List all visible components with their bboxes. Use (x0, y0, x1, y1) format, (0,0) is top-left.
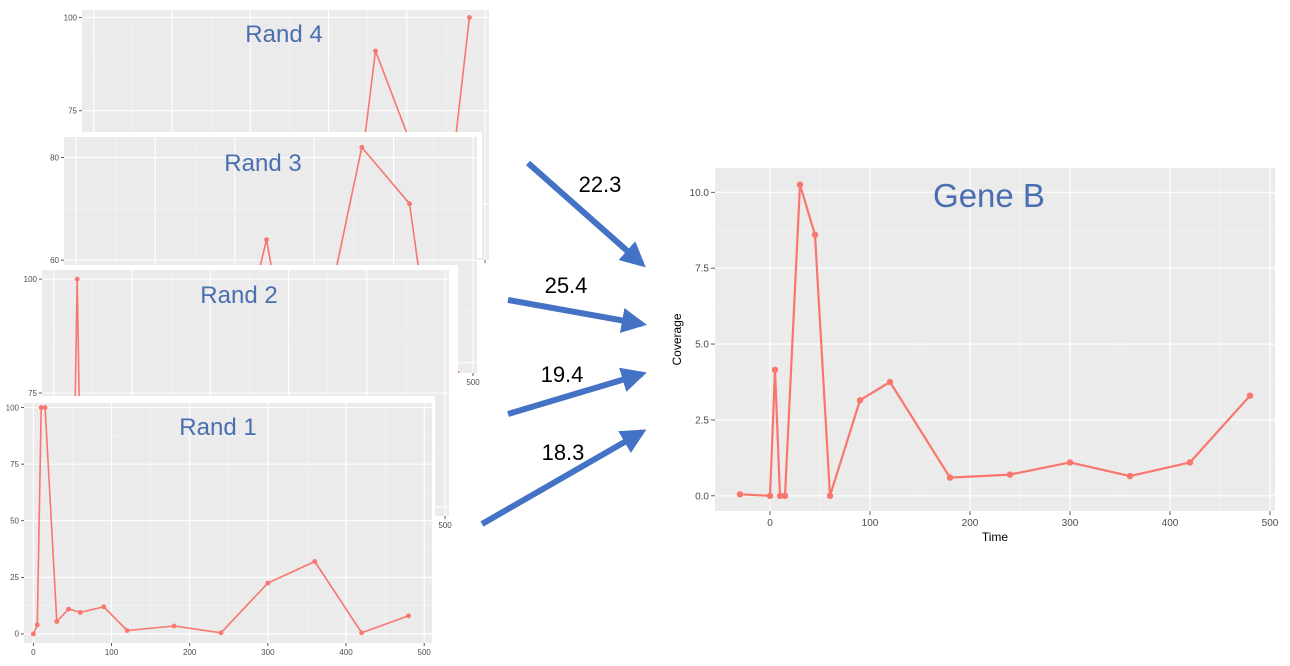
y-tick-label: 0.0 (695, 491, 709, 502)
data-point (771, 366, 779, 374)
data-point (171, 623, 177, 629)
data-point (30, 631, 36, 637)
y-tick-label: 60 (50, 256, 59, 265)
data-point (373, 48, 378, 54)
y-tick-label: 80 (50, 153, 59, 162)
data-point (886, 378, 894, 386)
x-axis-title: Time (982, 530, 1009, 544)
data-point (856, 397, 864, 404)
data-point (124, 628, 130, 633)
y-tick-label: 100 (6, 403, 20, 412)
arrow-4: 18.3 (480, 429, 647, 527)
data-point (265, 580, 271, 586)
arrow-label: 19.4 (541, 362, 584, 387)
data-point (77, 610, 83, 615)
arrow-2: 25.4 (507, 273, 647, 333)
y-tick-label: 5.0 (695, 340, 709, 351)
y-tick-label: 10.0 (690, 188, 710, 199)
x-tick-label: 500 (1262, 518, 1279, 529)
plot-panel (715, 168, 1275, 511)
arrow-shape (480, 429, 647, 527)
chart-title: Gene B (933, 177, 1045, 214)
data-point (101, 604, 107, 610)
data-point (74, 276, 80, 282)
chart-4: 0 25 50 75 100 0 100 200 300 400 500 Rand 1 (0, 396, 435, 664)
arrow-label: 22.3 (579, 172, 622, 197)
chart-5: 0.0 2.5 5.0 7.5 10.0 0 100 200 300 400 500 Time Cove… (665, 160, 1290, 560)
y-tick-label: 75 (28, 389, 37, 398)
data-point (1006, 471, 1014, 478)
plot-panel (24, 403, 432, 643)
series-line (739, 183, 1251, 497)
x-tick-label: 500 (466, 378, 480, 387)
data-point (312, 559, 318, 564)
data-point (1066, 459, 1074, 466)
y-tick-label: 100 (64, 13, 78, 22)
y-tick-label: 50 (10, 517, 19, 526)
data-point (776, 492, 784, 500)
data-point (1246, 392, 1254, 399)
y-tick-label: 75 (10, 460, 19, 469)
data-point (407, 201, 412, 207)
data-point (946, 474, 954, 481)
x-tick-label: 500 (438, 521, 452, 530)
arrow-shape (526, 160, 646, 268)
chart-title: Rand 1 (179, 414, 256, 441)
data-point (811, 231, 819, 238)
x-tick-label: 400 (339, 648, 353, 657)
data-point (406, 613, 411, 619)
x-tick-label: 100 (862, 518, 879, 529)
data-point (66, 606, 71, 612)
arrow-shape (507, 367, 647, 417)
x-tick-label: 100 (105, 648, 119, 657)
data-point (34, 622, 40, 628)
y-tick-label: 0 (15, 630, 20, 639)
data-point (42, 405, 48, 410)
arrow-label: 18.3 (542, 440, 585, 465)
x-tick-label: 200 (183, 648, 197, 657)
y-tick-label: 7.5 (695, 264, 709, 275)
data-point (38, 405, 44, 410)
chart-title: Rand 4 (245, 21, 322, 48)
gridlines (24, 403, 432, 643)
arrow-3: 19.4 (507, 362, 647, 417)
data-point (54, 619, 60, 624)
x-tick-label: 500 (418, 648, 432, 657)
y-tick-label: 75 (68, 107, 77, 116)
data-point (467, 15, 472, 20)
chart-title: Rand 2 (200, 282, 277, 309)
data-point (736, 491, 744, 498)
data-point (1126, 472, 1134, 480)
data-point (1186, 459, 1194, 466)
data-point (359, 630, 365, 636)
y-tick-label: 25 (10, 573, 19, 582)
data-point (359, 144, 365, 150)
x-tick-label: 0 (767, 518, 773, 529)
data-point (826, 492, 834, 500)
x-tick-label: 300 (1062, 518, 1079, 529)
x-tick-label: 300 (261, 648, 275, 657)
arrow-shape (507, 297, 647, 333)
gridlines (715, 168, 1275, 511)
x-tick-label: 0 (31, 648, 36, 657)
data-point (218, 630, 224, 636)
data-point (264, 237, 269, 243)
data-point (796, 181, 804, 188)
data-point (766, 492, 774, 500)
y-tick-label: 2.5 (695, 415, 709, 426)
arrow-label: 25.4 (545, 273, 588, 298)
y-axis-title: Coverage (670, 313, 684, 365)
y-tick-label: 100 (24, 275, 38, 284)
chart-title: Rand 3 (224, 150, 301, 177)
arrow-1: 22.3 (526, 160, 646, 268)
x-tick-label: 400 (1162, 518, 1179, 529)
x-tick-label: 200 (962, 518, 979, 529)
data-point (781, 492, 789, 500)
